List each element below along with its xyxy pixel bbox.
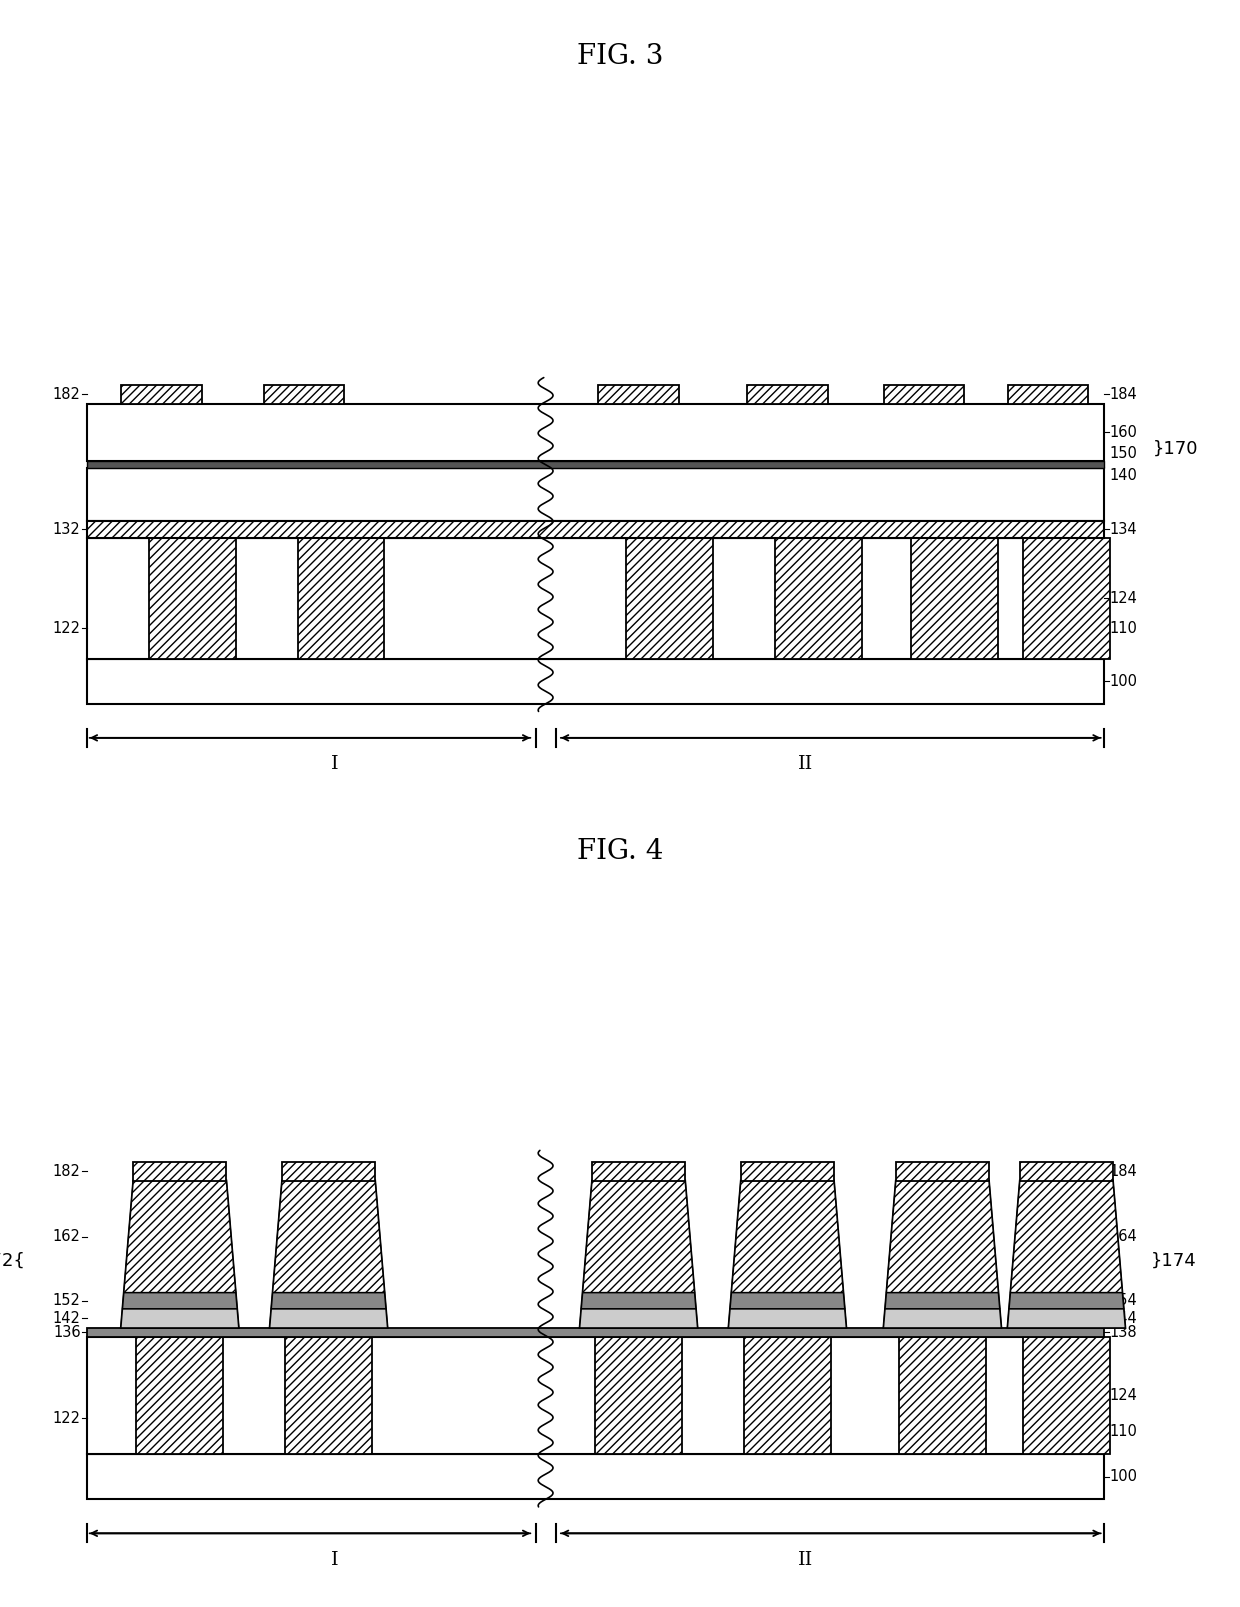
Bar <box>1023 1337 1110 1454</box>
Bar <box>122 386 201 403</box>
Bar <box>87 461 1104 468</box>
Polygon shape <box>1007 1308 1126 1327</box>
Text: 140: 140 <box>1110 468 1137 484</box>
Bar <box>595 1337 682 1454</box>
Polygon shape <box>732 1181 843 1292</box>
Bar <box>626 538 713 659</box>
Text: }170: }170 <box>1153 439 1199 458</box>
Polygon shape <box>270 1308 387 1327</box>
Bar <box>883 386 965 403</box>
Polygon shape <box>1011 1181 1122 1292</box>
Text: 160: 160 <box>1110 424 1137 440</box>
Polygon shape <box>883 1308 1002 1327</box>
Text: 144: 144 <box>1110 1311 1137 1326</box>
Polygon shape <box>1009 1292 1123 1308</box>
Bar <box>87 1337 1104 1454</box>
Bar <box>911 538 998 659</box>
Bar <box>263 386 343 403</box>
Bar <box>87 521 1104 538</box>
Text: 110: 110 <box>1110 620 1137 636</box>
Text: 154: 154 <box>1110 1294 1137 1308</box>
Polygon shape <box>270 1181 387 1327</box>
Polygon shape <box>729 1308 846 1327</box>
Bar <box>87 468 1104 521</box>
Text: 124: 124 <box>1110 591 1137 606</box>
Polygon shape <box>580 1308 697 1327</box>
Polygon shape <box>272 1292 386 1308</box>
Bar <box>87 521 1104 538</box>
Text: 132: 132 <box>53 522 81 537</box>
Text: I: I <box>331 755 339 773</box>
Bar <box>87 403 1104 461</box>
Text: 134: 134 <box>1110 522 1137 537</box>
Polygon shape <box>887 1181 998 1292</box>
Text: 184: 184 <box>1110 387 1137 402</box>
Bar <box>87 1454 1104 1499</box>
Polygon shape <box>120 1181 238 1327</box>
Text: }174: }174 <box>1151 1252 1197 1270</box>
Bar <box>149 538 236 659</box>
Bar <box>599 386 680 403</box>
Polygon shape <box>123 1292 237 1308</box>
Text: 162: 162 <box>53 1229 81 1244</box>
Bar <box>899 1337 986 1454</box>
Polygon shape <box>580 1181 697 1327</box>
Bar <box>283 1162 374 1181</box>
Text: 138: 138 <box>1110 1324 1137 1340</box>
Polygon shape <box>730 1292 844 1308</box>
Bar <box>746 386 828 403</box>
Bar <box>285 1337 372 1454</box>
Text: 136: 136 <box>53 1324 81 1340</box>
Text: 122: 122 <box>52 1411 81 1425</box>
Text: 110: 110 <box>1110 1424 1137 1438</box>
Bar <box>133 1162 226 1181</box>
Bar <box>87 659 1104 704</box>
Polygon shape <box>582 1292 696 1308</box>
Text: 100: 100 <box>1110 1469 1138 1485</box>
Bar <box>1023 538 1110 659</box>
Bar <box>87 538 1104 659</box>
Polygon shape <box>883 1181 1002 1327</box>
Text: 122: 122 <box>52 620 81 636</box>
Text: FIG. 3: FIG. 3 <box>577 43 663 71</box>
Text: 172{: 172{ <box>0 1252 25 1270</box>
Text: 150: 150 <box>1110 445 1137 461</box>
Bar <box>1007 386 1089 403</box>
Text: 182: 182 <box>53 1163 81 1178</box>
Polygon shape <box>583 1181 694 1292</box>
Bar <box>775 538 862 659</box>
Polygon shape <box>273 1181 384 1292</box>
Bar <box>593 1162 684 1181</box>
Bar <box>1019 1162 1112 1181</box>
Text: 152: 152 <box>53 1294 81 1308</box>
Text: FIG. 4: FIG. 4 <box>577 839 663 866</box>
Text: 184: 184 <box>1110 1163 1137 1178</box>
Text: 164: 164 <box>1110 1229 1137 1244</box>
Bar <box>742 1162 835 1181</box>
Bar <box>298 538 384 659</box>
Polygon shape <box>885 1292 999 1308</box>
Bar <box>744 1337 831 1454</box>
Bar <box>136 1337 223 1454</box>
Bar <box>895 1162 990 1181</box>
Polygon shape <box>124 1181 236 1292</box>
Text: 142: 142 <box>53 1311 81 1326</box>
Text: 100: 100 <box>1110 673 1138 689</box>
Polygon shape <box>729 1181 846 1327</box>
Text: II: II <box>799 755 813 773</box>
Polygon shape <box>1007 1181 1126 1327</box>
Text: II: II <box>799 1551 813 1568</box>
Bar <box>87 1327 1104 1337</box>
Text: I: I <box>331 1551 339 1568</box>
Text: 182: 182 <box>53 387 81 402</box>
Text: 124: 124 <box>1110 1388 1137 1403</box>
Polygon shape <box>120 1308 238 1327</box>
